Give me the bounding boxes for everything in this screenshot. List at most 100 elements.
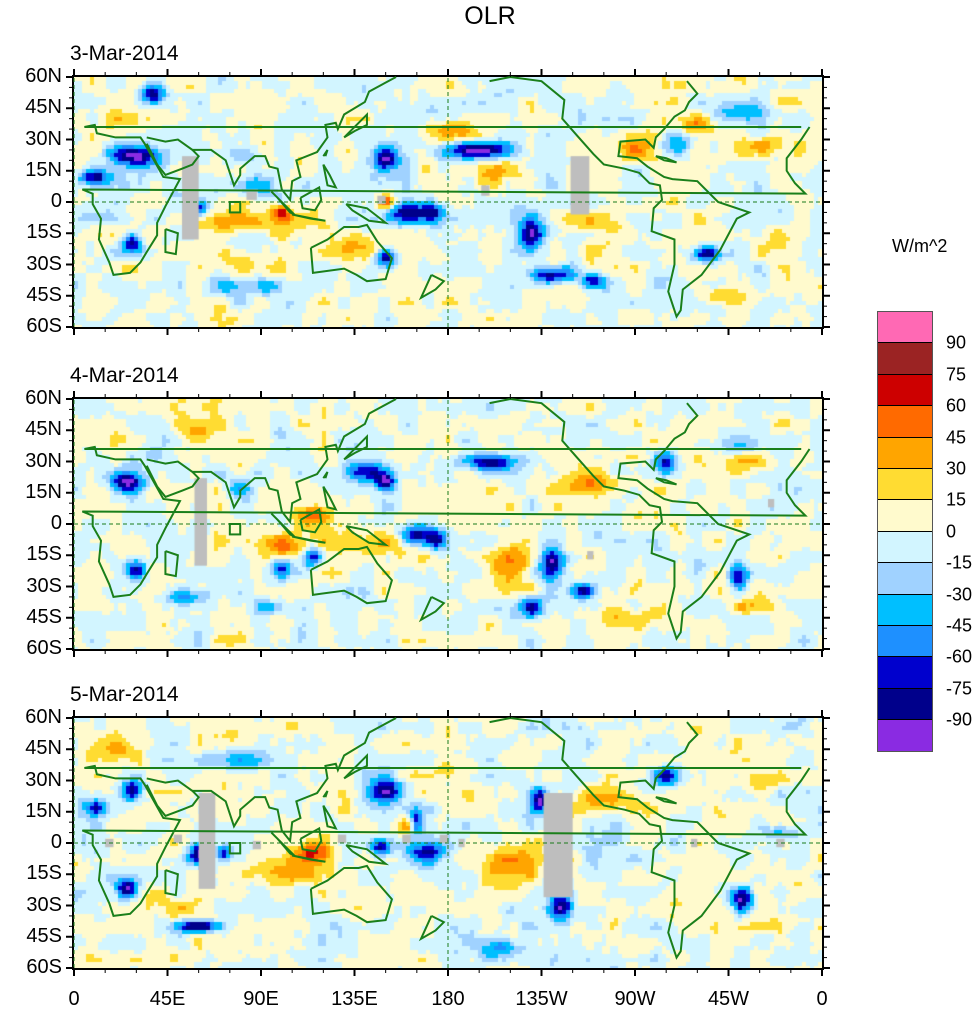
lat-tick-label: 15S — [26, 543, 62, 566]
lat-tick-label: 60N — [25, 706, 62, 728]
coastline — [655, 796, 677, 805]
lat-tick-label: 45S — [26, 605, 62, 628]
colorbar-swatch — [878, 468, 932, 501]
coastline — [291, 535, 326, 544]
lon-tick-label: 90E — [243, 988, 279, 1010]
coastline — [299, 507, 323, 534]
lon-tick-label: 180 — [431, 988, 465, 1010]
lat-tick-label: 30N — [25, 127, 62, 150]
coastline — [418, 915, 446, 942]
map-panel-2 — [66, 391, 830, 657]
colorbar-level-label: -30 — [946, 584, 973, 605]
lat-tick-label: 15S — [26, 862, 62, 885]
coastline — [489, 75, 752, 319]
lat-tick-label: 0 — [50, 190, 62, 212]
colorbar-units: W/m^2 — [892, 236, 948, 256]
lat-tick-label: 45N — [25, 418, 62, 441]
colorbar-level-label: 15 — [946, 489, 967, 510]
coastline — [309, 864, 394, 924]
coastline — [343, 112, 368, 139]
colorbar-level-label: 90 — [946, 332, 967, 353]
coastline — [192, 76, 397, 203]
colorbar-swatch — [878, 343, 932, 375]
coastline — [418, 274, 446, 301]
coastline — [322, 471, 329, 479]
lat-tick-label: 30N — [25, 768, 62, 791]
coastline — [291, 213, 326, 222]
lat-tick-label: 45N — [25, 96, 62, 119]
coastline — [299, 826, 323, 853]
lat-tick-label: 45S — [26, 283, 62, 306]
coastline — [164, 550, 179, 578]
lat-tick-label: 60S — [26, 637, 62, 659]
figure-title: OLR — [464, 2, 516, 30]
map-panel-1 — [66, 69, 830, 335]
lat-tick-label: 45N — [25, 737, 62, 760]
lat-tick-label: 45S — [26, 924, 62, 947]
coastline — [81, 764, 811, 918]
colorbar-swatch — [878, 374, 932, 407]
coastline — [345, 203, 390, 225]
lon-tick-label: 45E — [149, 988, 186, 1010]
coastline — [343, 753, 368, 780]
lat-tick-label: 60S — [26, 315, 62, 337]
coastline — [345, 844, 390, 866]
coastline — [322, 485, 338, 511]
coastline — [345, 525, 390, 547]
overlay-2 — [66, 391, 830, 657]
colorbar-swatch — [878, 531, 932, 564]
colorbar-swatch — [878, 406, 932, 438]
colorbar-swatch — [878, 688, 932, 721]
coastline — [655, 477, 677, 486]
coastline — [270, 512, 295, 538]
colorbar-swatch — [878, 437, 932, 469]
colorbar-swatch — [878, 500, 932, 532]
coastline — [322, 790, 329, 798]
lon-tick-label: 135E — [331, 988, 378, 1010]
colorbar-swatch — [878, 594, 932, 626]
colorbar-level-label: 60 — [946, 395, 967, 416]
lon-tick-label: 45W — [707, 988, 750, 1010]
colorbar-level-label: -75 — [946, 678, 973, 699]
coastline — [343, 434, 368, 461]
lon-tick-label: 0 — [68, 988, 80, 1010]
coastline — [322, 149, 329, 157]
lat-tick-label: 0 — [50, 831, 62, 853]
colorbar-level-label: 75 — [946, 364, 967, 385]
panel-3-date: 5-Mar-2014 — [70, 683, 179, 706]
colorbar-level-label: -60 — [946, 646, 973, 667]
lat-tick-label: 60N — [25, 387, 62, 409]
coastline — [291, 854, 326, 863]
colorbar-swatch — [878, 625, 932, 658]
coastline — [270, 190, 295, 216]
colorbar-level-label: 45 — [946, 427, 967, 448]
coastline — [309, 223, 394, 283]
lat-tick-label: 15S — [26, 221, 62, 244]
colorbar-level-label: -45 — [946, 615, 973, 636]
lat-tick-label: 0 — [50, 512, 62, 534]
lon-tick-label: 135W — [515, 988, 568, 1010]
panel-1-date: 3-Mar-2014 — [70, 42, 179, 65]
colorbar-swatch — [878, 312, 932, 344]
lat-tick-label: 60N — [25, 65, 62, 87]
coastline — [322, 163, 338, 189]
colorbar — [877, 311, 933, 753]
coastline — [81, 123, 811, 277]
coastline — [145, 777, 200, 818]
lat-tick-label: 60S — [26, 956, 62, 978]
coastline — [299, 185, 323, 212]
lat-tick-label: 30N — [25, 449, 62, 472]
lat-tick-label: 30S — [26, 893, 62, 916]
lat-tick-label: 30S — [26, 252, 62, 275]
coastline — [192, 717, 397, 844]
lat-tick-label: 15N — [25, 480, 62, 503]
colorbar-swatch — [878, 563, 932, 595]
coastline — [418, 596, 446, 623]
colorbar-swatch — [878, 657, 932, 689]
coastline — [164, 228, 179, 256]
lat-tick-label: 15N — [25, 158, 62, 181]
coastline — [145, 136, 200, 177]
coastline — [489, 716, 752, 960]
coastline — [270, 831, 295, 857]
region-box — [228, 842, 242, 855]
